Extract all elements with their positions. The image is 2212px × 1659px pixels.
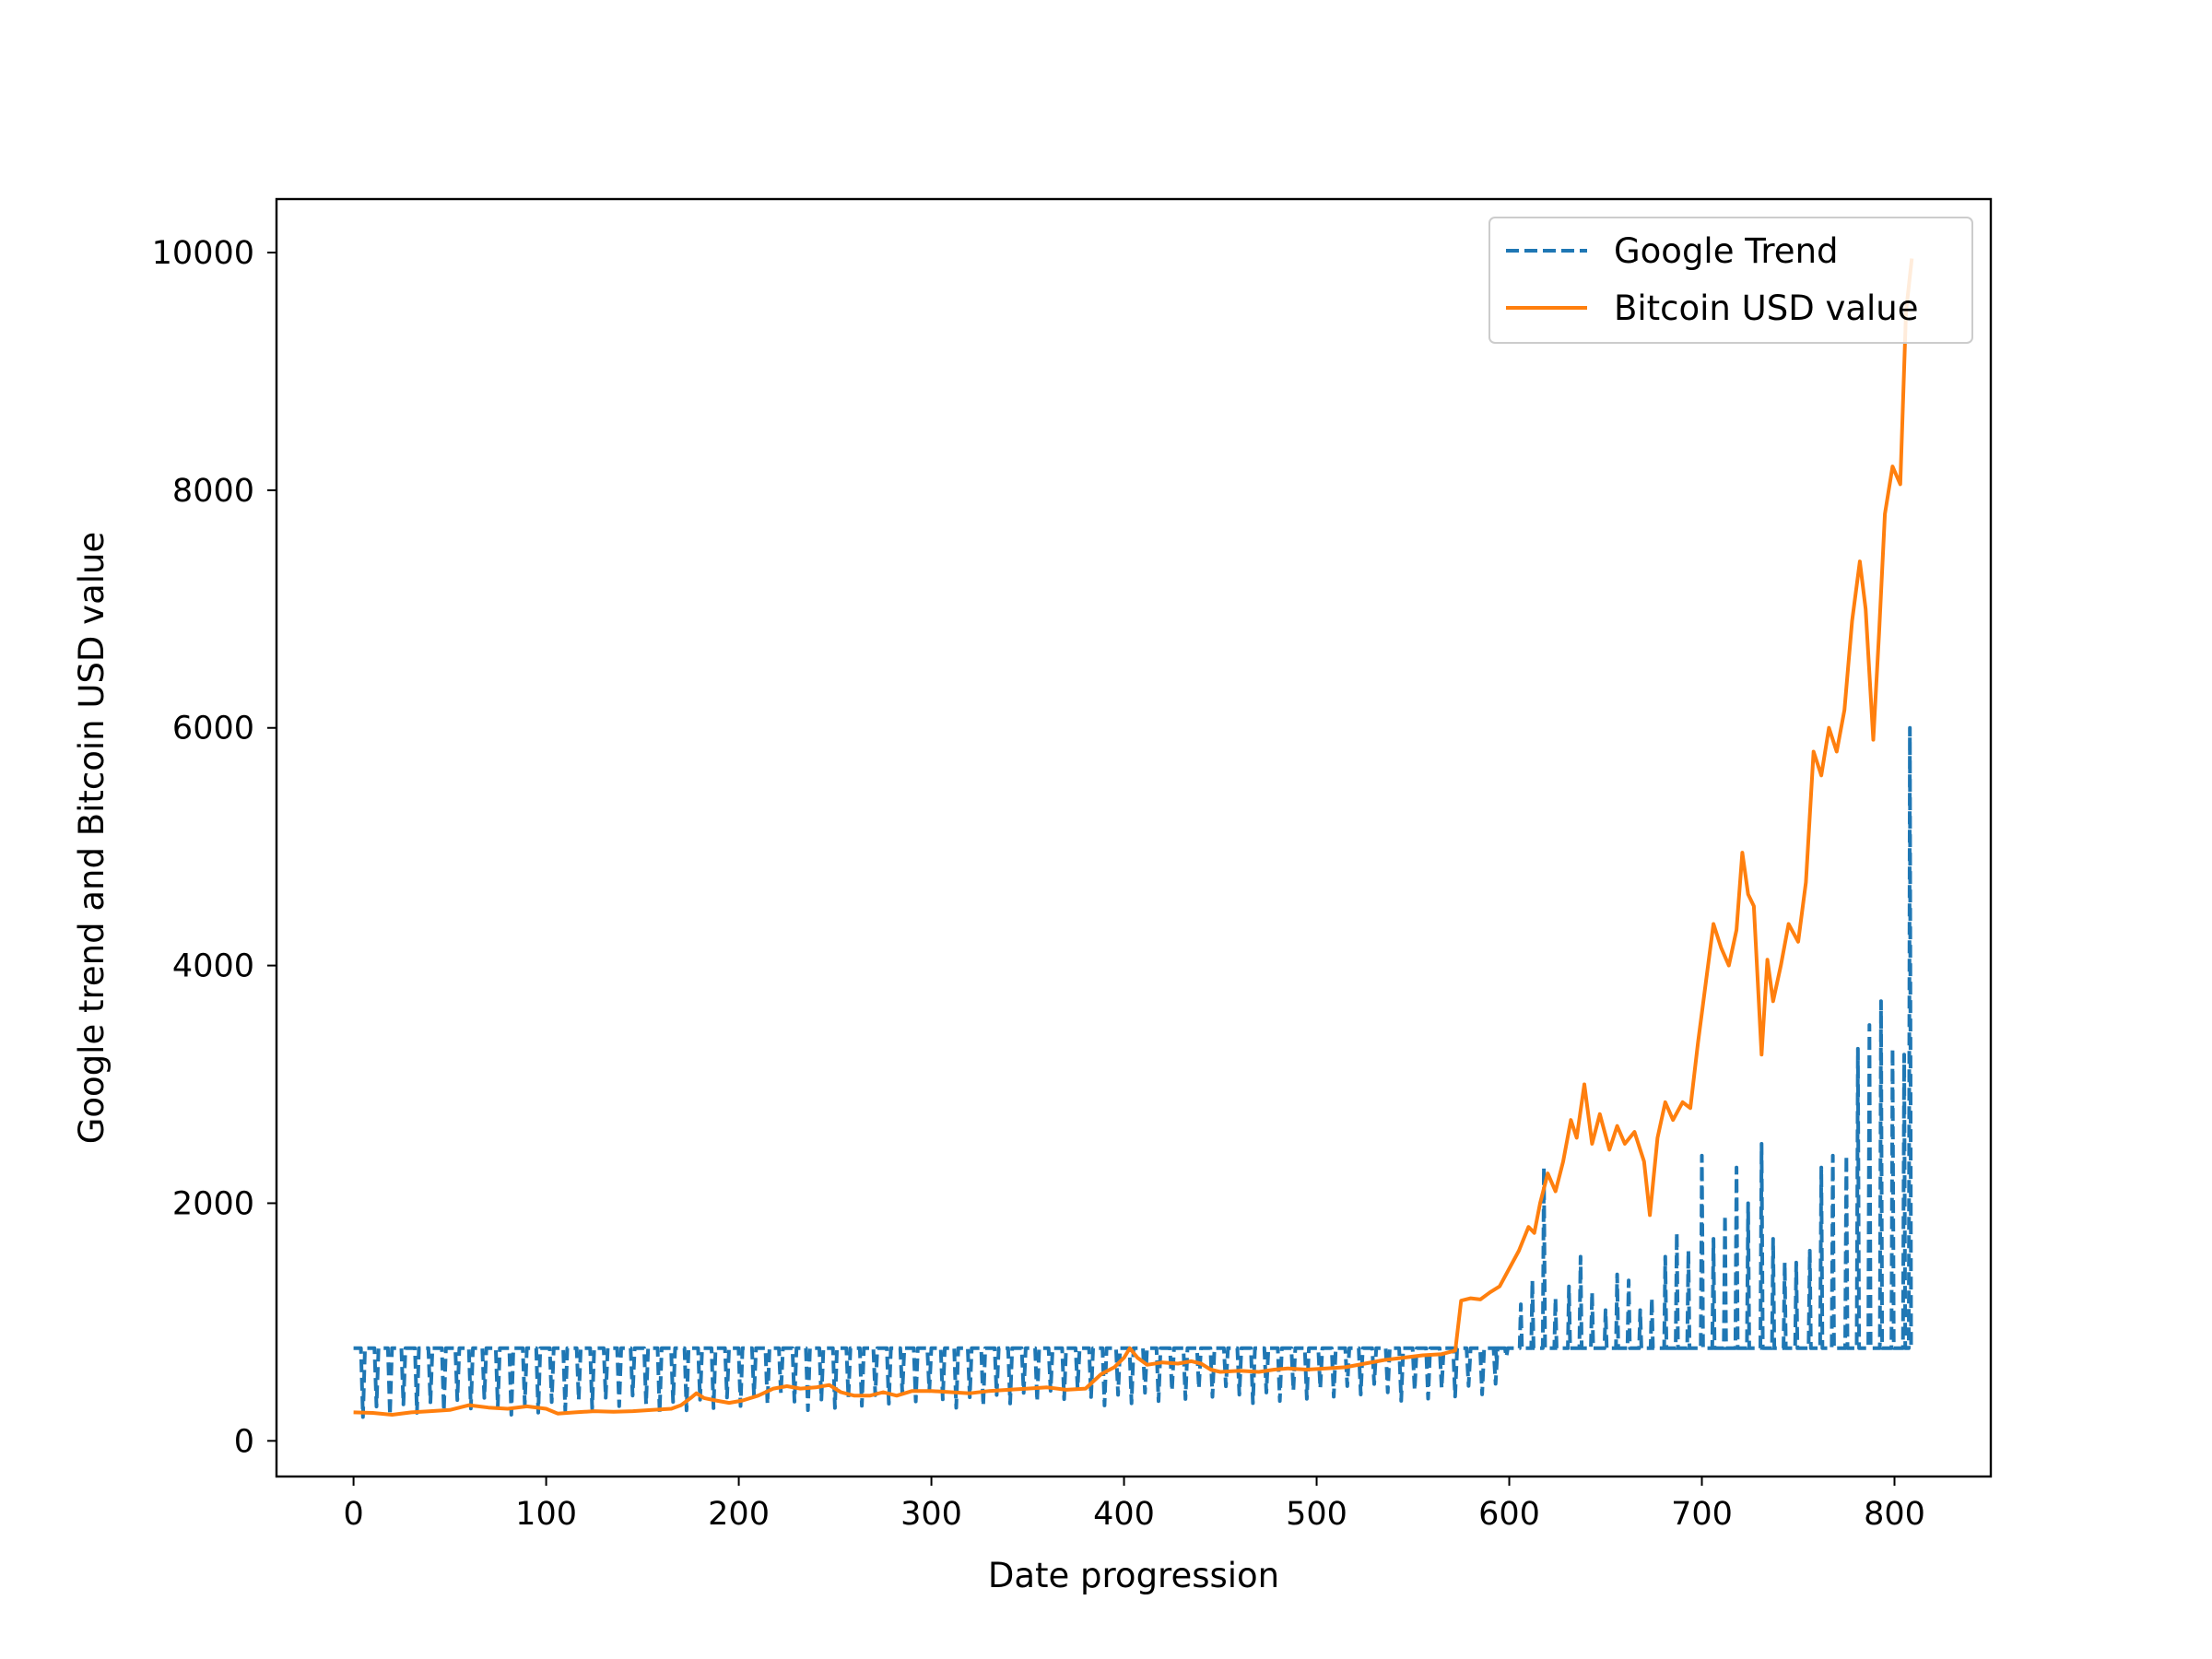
x-tick-label: 0 xyxy=(343,1496,363,1533)
legend: Google Trend Bitcoin USD value xyxy=(1488,217,1973,344)
series-group xyxy=(353,258,1914,1419)
legend-frame xyxy=(1488,217,1973,344)
y-tick-label: 4000 xyxy=(172,948,254,985)
x-tick-label: 500 xyxy=(1286,1496,1347,1533)
x-tick-label: 700 xyxy=(1671,1496,1733,1533)
series-line-google-trend xyxy=(353,725,1913,1419)
legend-label-google-trend: Google Trend xyxy=(1614,231,1839,271)
x-tick-label: 100 xyxy=(515,1496,577,1533)
x-tick-label: 600 xyxy=(1478,1496,1540,1533)
x-axis-label: Date progression xyxy=(988,1556,1279,1595)
plot-frame xyxy=(275,197,1993,1478)
y-tick-label: 8000 xyxy=(172,473,254,510)
series-line-bitcoin-usd-value xyxy=(353,258,1914,1417)
y-tick-label: 10000 xyxy=(152,235,254,272)
plot-area xyxy=(275,197,1993,1478)
x-tick-label: 400 xyxy=(1093,1496,1155,1533)
x-axis-ticks: 0 100 200 300 400 500 600 700 800 xyxy=(343,1477,1925,1533)
y-tick-label: 2000 xyxy=(172,1185,254,1222)
x-tick-label: 200 xyxy=(708,1496,770,1533)
y-axis-label: Google trend and Bitcoin USD value xyxy=(72,532,112,1145)
y-tick-label: 6000 xyxy=(172,711,254,747)
y-tick-label: 0 xyxy=(234,1423,254,1460)
legend-label-bitcoin-usd-value: Bitcoin USD value xyxy=(1614,288,1919,328)
y-axis-ticks: 0 2000 4000 6000 8000 10000 xyxy=(152,235,276,1460)
x-tick-label: 800 xyxy=(1864,1496,1925,1533)
x-tick-label: 300 xyxy=(900,1496,962,1533)
